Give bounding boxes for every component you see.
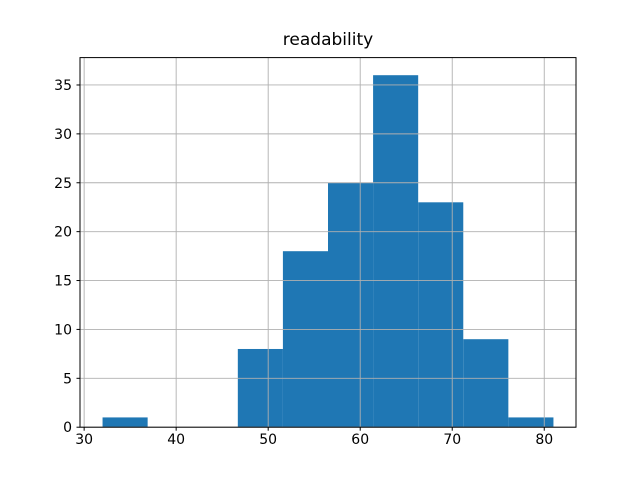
- histogram-bar: [508, 417, 554, 428]
- x-tick-label: 50: [259, 432, 277, 448]
- y-tick-label: 5: [63, 371, 72, 387]
- y-tick-label: 25: [54, 176, 72, 192]
- x-tick-label: 60: [351, 432, 369, 448]
- y-tick-label: 30: [54, 127, 72, 143]
- plot-border: [79, 57, 577, 428]
- y-tick-label: 0: [63, 420, 72, 436]
- x-tick-label: 70: [443, 432, 461, 448]
- chart-title: readability: [282, 30, 374, 50]
- y-tick-label: 10: [54, 322, 72, 338]
- y-tick-label: 35: [54, 78, 72, 94]
- histogram-bar: [282, 251, 328, 428]
- histogram-bar: [237, 348, 283, 428]
- histogram-bar: [418, 202, 464, 428]
- histogram-bar: [463, 339, 509, 428]
- histogram-bar: [373, 75, 419, 428]
- histogram-bar: [102, 417, 148, 428]
- y-tick-label: 15: [54, 274, 72, 290]
- histogram-bar: [328, 182, 374, 428]
- x-tick-label: 30: [75, 432, 93, 448]
- y-tick-label: 20: [54, 225, 72, 241]
- x-tick-label: 80: [535, 432, 553, 448]
- x-tick-label: 40: [167, 432, 185, 448]
